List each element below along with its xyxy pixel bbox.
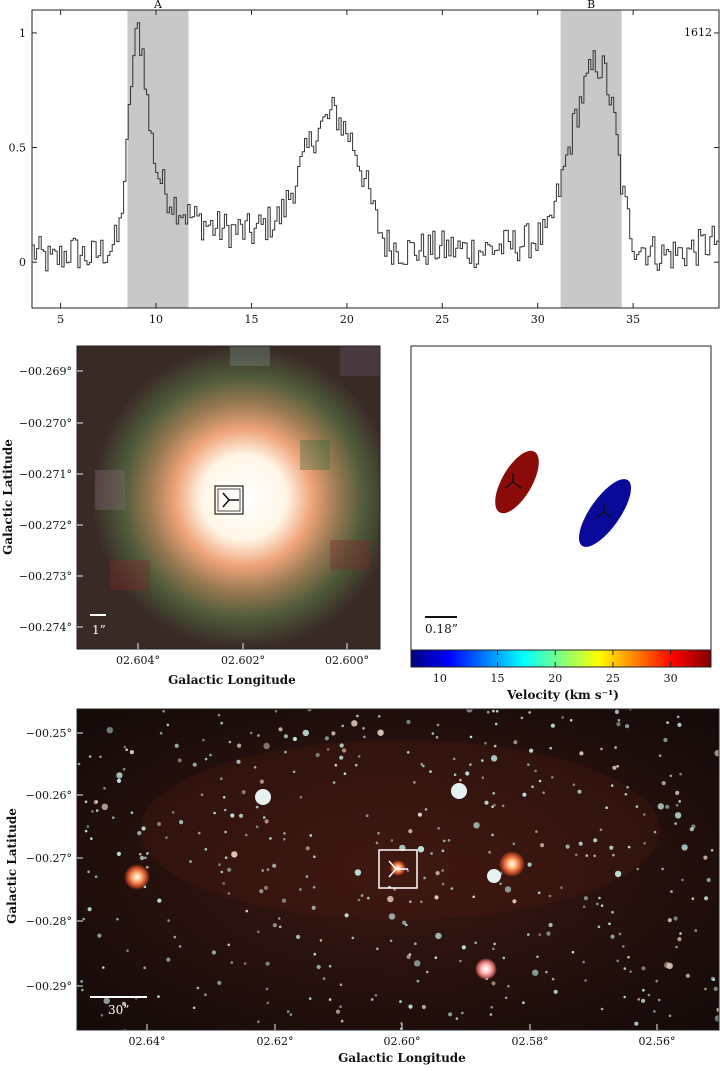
wide-ytick-label: −00.28° <box>26 915 72 928</box>
region-a-label: A <box>153 0 163 11</box>
wide-scalebar-label: 30” <box>108 1003 129 1017</box>
spectrum-xtick-label: 10 <box>149 313 163 326</box>
zoom-ytick-label: −00.269° <box>19 365 72 378</box>
spectrum-label: 1612 <box>684 26 712 39</box>
zoom-ylabel: Galactic Latitude <box>1 439 15 555</box>
zoom-scalebar-label: 1” <box>92 623 106 637</box>
colorbar-tick-label: 20 <box>548 672 562 685</box>
zoom-ytick-label: −00.273° <box>19 570 72 583</box>
wide-ytick-label: −00.25° <box>26 727 72 740</box>
spectrum-ytick-label: 0 <box>19 256 26 269</box>
spectrum-xtick-label: 5 <box>57 313 64 326</box>
zoom-image <box>77 346 380 649</box>
colorbar-tick-label: 30 <box>664 672 678 685</box>
wide-xtick-label: 02.58° <box>512 1035 549 1048</box>
spectrum-xtick-label: 35 <box>626 313 640 326</box>
region-a-shade <box>127 10 188 308</box>
zoom-xlabel: Galactic Longitude <box>168 673 296 687</box>
wide-ylabel: Galactic Latitude <box>5 808 19 924</box>
wide-xtick-label: 02.62° <box>257 1035 294 1048</box>
spectrum-xtick-label: 30 <box>531 313 545 326</box>
colorbar-label: Velocity (km s⁻¹) <box>506 688 619 702</box>
zoom-ytick-label: −00.271° <box>19 468 72 481</box>
wide-ytick-label: −00.26° <box>26 789 72 802</box>
zoom-ytick-label: −00.272° <box>19 519 72 532</box>
spectrum-panel: A B 5 10 15 20 25 30 35 0 0.5 1 1612 <box>9 0 720 326</box>
spectrum-xtick-label: 15 <box>244 313 258 326</box>
wide-ytick-label: −00.29° <box>26 980 72 993</box>
colorbar-tick-label: 10 <box>433 672 447 685</box>
wide-xtick-label: 02.60° <box>384 1035 421 1048</box>
wide-ytick-label: −00.27° <box>26 852 72 865</box>
zoom-ytick-label: −00.270° <box>19 417 72 430</box>
colorbar-tick-label: 25 <box>606 672 620 685</box>
maser-scalebar-label: 0.18” <box>425 622 458 636</box>
colorbar-tick-label: 15 <box>491 672 505 685</box>
maser-map-panel: 0.18” 10 15 20 25 30 Velocity (km s⁻¹) <box>411 346 711 702</box>
zoom-xtick-label: 02.604° <box>116 654 160 667</box>
wide-xtick-label: 02.56° <box>639 1035 676 1048</box>
wide-xlabel: Galactic Longitude <box>338 1051 466 1065</box>
region-b-shade <box>561 10 622 308</box>
colorbar <box>411 650 711 667</box>
zoom-image-panel: 1” −00.269° −00.270° −00.271° −00.272° −00.2… <box>1 346 380 687</box>
wide-image-panel: 30” −00.25° −00.26° −00.27° −00.28° −00.29° 0… <box>5 706 720 1065</box>
zoom-xtick-label: 02.600° <box>325 654 369 667</box>
zoom-ytick-label: −00.274° <box>19 621 72 634</box>
zoom-xtick-label: 02.602° <box>221 654 265 667</box>
maser-map-frame <box>411 346 711 650</box>
spectrum-xtick-label: 20 <box>340 313 354 326</box>
spectrum-xtick-label: 25 <box>435 313 449 326</box>
wide-xtick-label: 02.64° <box>129 1035 166 1048</box>
spectrum-ytick-label: 1 <box>19 27 26 40</box>
spectrum-ytick-label: 0.5 <box>9 142 27 155</box>
region-b-label: B <box>587 0 595 11</box>
